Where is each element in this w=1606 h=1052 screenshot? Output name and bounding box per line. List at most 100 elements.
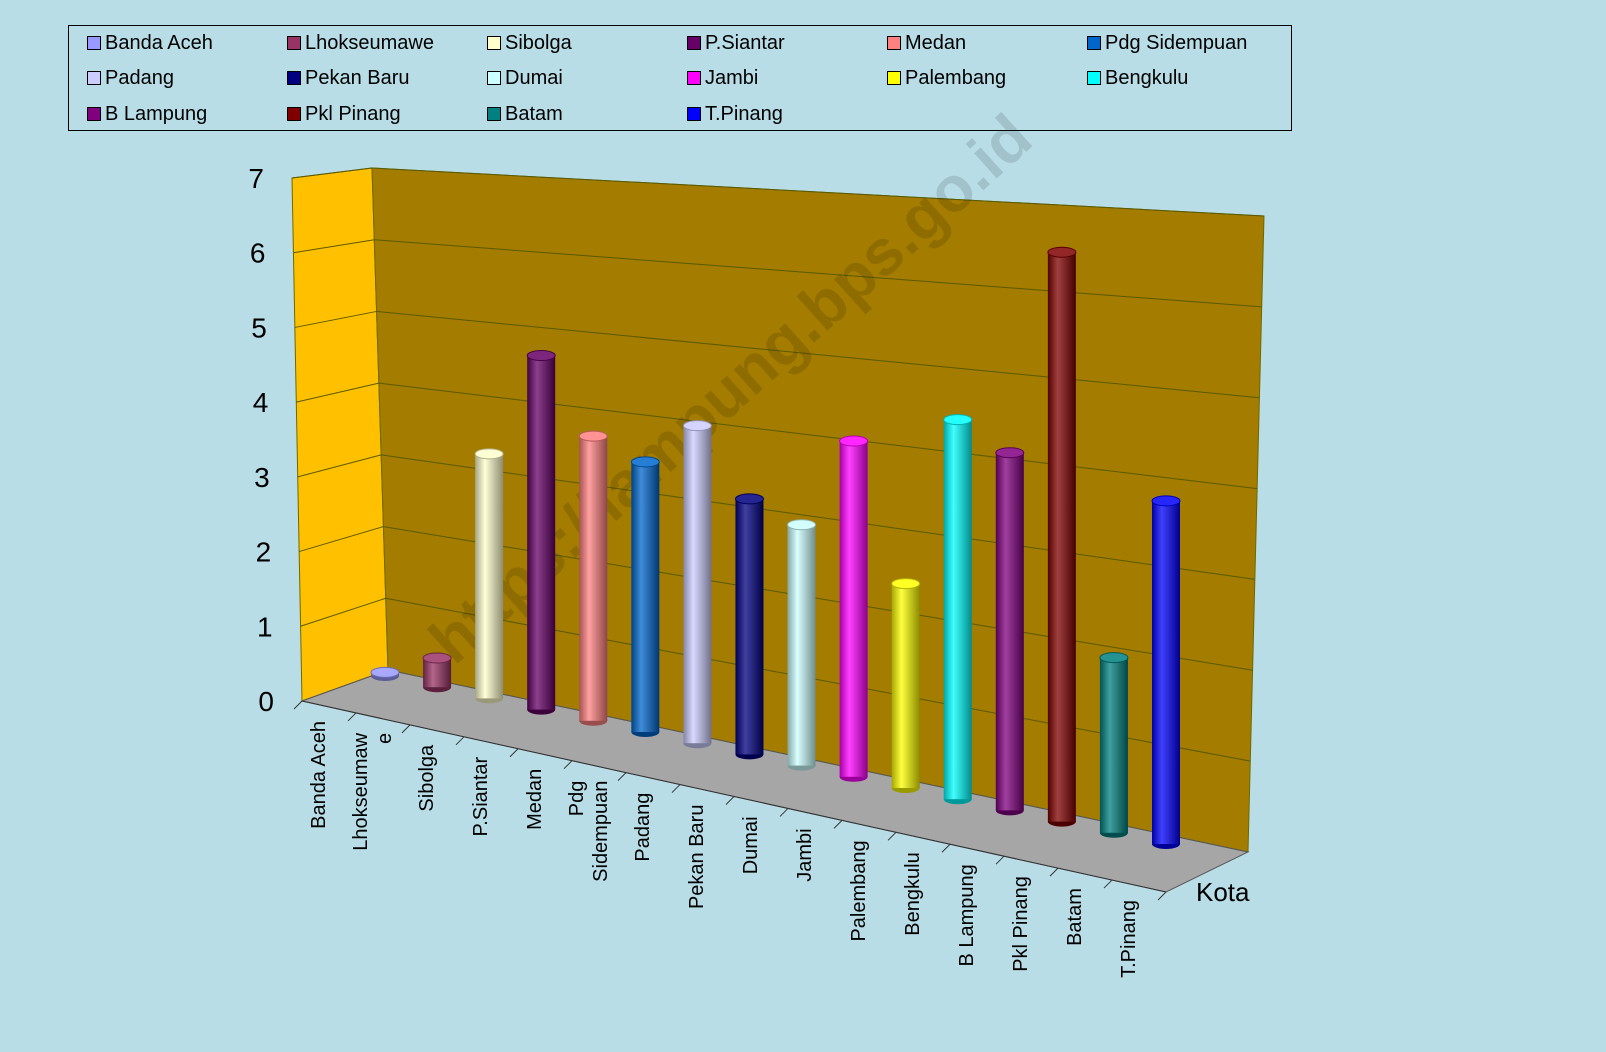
- x-tick: [725, 796, 735, 805]
- y-tick-label: 5: [251, 312, 267, 343]
- gridline: [378, 382, 1258, 490]
- legend-swatch: [887, 36, 901, 50]
- legend-label: T.Pinang: [705, 102, 783, 125]
- bar: [891, 578, 921, 793]
- x-tick-label: B Lampung: [956, 864, 978, 966]
- legend-label: Pkl Pinang: [305, 102, 401, 125]
- legend-swatch: [487, 107, 501, 121]
- x-tick: [293, 700, 303, 710]
- legend-item: Palembang: [887, 67, 1006, 89]
- legend-label: Batam: [505, 102, 563, 125]
- gridline: [299, 526, 384, 553]
- gridline: [293, 239, 375, 254]
- gridline: [291, 167, 373, 179]
- y-tick-label: 6: [250, 238, 266, 269]
- x-tick-label: Pekan Baru: [686, 805, 708, 910]
- bar: [526, 350, 556, 715]
- gridline: [381, 454, 1255, 580]
- legend-item: Banda Aceh: [87, 32, 213, 54]
- x-tick-label: Batam: [1064, 888, 1086, 946]
- x-tick-label: P.Siantar: [470, 756, 492, 836]
- x-tick: [1049, 867, 1059, 877]
- bar: [943, 414, 973, 805]
- x-tick: [563, 760, 573, 770]
- x-tick: [995, 855, 1005, 865]
- legend-swatch: [287, 71, 301, 85]
- side-wall: [291, 167, 389, 702]
- y-tick-label: 2: [256, 537, 272, 568]
- y-tick-label: 1: [257, 611, 273, 642]
- bar: [370, 666, 400, 681]
- legend-label: Medan: [905, 31, 967, 54]
- legend-item: Padang: [87, 67, 174, 89]
- legend-item: Bengkulu: [1087, 67, 1188, 89]
- bar: [1151, 495, 1181, 849]
- gridline: [296, 382, 379, 403]
- legend-swatch: [287, 36, 301, 50]
- bar: [734, 493, 764, 760]
- legend-item: B Lampung: [87, 103, 207, 125]
- x-tick: [455, 736, 465, 746]
- x-tick: [1103, 879, 1113, 889]
- bar: [474, 448, 504, 704]
- x-tick: [1157, 891, 1167, 901]
- legend-label: Bengkulu: [1105, 66, 1189, 89]
- legend-label: B Lampung: [105, 102, 208, 125]
- x-tick-label: Jambi: [794, 828, 816, 881]
- legend-label: Padang: [105, 66, 174, 89]
- legend-item: Medan: [887, 32, 966, 54]
- legend-label: P.Siantar: [705, 31, 785, 54]
- y-tick-label: 3: [254, 462, 270, 493]
- y-tick-label: 4: [253, 387, 269, 418]
- x-axis-title: Kota: [1196, 877, 1250, 907]
- legend-item: Pekan Baru: [287, 67, 410, 89]
- legend-label: Dumai: [505, 66, 563, 89]
- x-tick-label: Lhokseumaw e: [350, 732, 396, 850]
- legend-swatch: [887, 71, 901, 85]
- legend-label: Pdg Sidempuan: [1105, 31, 1248, 54]
- legend-swatch: [87, 107, 101, 121]
- legend-swatch: [687, 71, 701, 85]
- y-tick-label: 7: [248, 163, 264, 194]
- bar: [422, 652, 452, 693]
- legend-item: T.Pinang: [687, 103, 783, 125]
- x-tick: [509, 748, 519, 758]
- bar: [995, 447, 1025, 816]
- legend-item: Lhokseumawe: [287, 32, 434, 54]
- x-tick: [671, 784, 681, 793]
- legend-item: Jambi: [687, 67, 758, 89]
- legend-label: Sibolga: [505, 31, 572, 54]
- x-tick: [941, 843, 951, 853]
- chart-legend: Banda Aceh Lhokseumawe Sibolga P.Siantar Med…: [68, 25, 1292, 131]
- gridline: [376, 310, 1260, 399]
- gridline: [374, 239, 1262, 308]
- legend-item: Sibolga: [487, 32, 572, 54]
- legend-swatch: [487, 36, 501, 50]
- x-tick: [401, 724, 411, 734]
- gridline: [300, 597, 386, 627]
- bar: [578, 430, 608, 726]
- legend-label: Palembang: [905, 66, 1007, 89]
- legend-swatch: [487, 71, 501, 85]
- gridline: [297, 454, 382, 478]
- x-tick: [887, 831, 897, 841]
- bar: [787, 519, 817, 771]
- legend-swatch: [1087, 36, 1101, 50]
- bar: [1099, 652, 1129, 838]
- x-tick-label: Padang: [632, 793, 654, 862]
- legend-swatch: [1087, 71, 1101, 85]
- legend-swatch: [87, 71, 101, 85]
- gridline: [371, 167, 1265, 217]
- x-tick-label: Bengkulu: [902, 852, 924, 935]
- legend-swatch: [287, 107, 301, 121]
- legend-item: Pkl Pinang: [287, 103, 401, 125]
- bar: [630, 456, 660, 737]
- legend-swatch: [87, 36, 101, 50]
- bar: [839, 435, 869, 782]
- legend-label: Jambi: [705, 66, 759, 89]
- bar: [1047, 246, 1077, 827]
- x-tick: [779, 808, 789, 817]
- legend-label: Banda Aceh: [105, 31, 213, 54]
